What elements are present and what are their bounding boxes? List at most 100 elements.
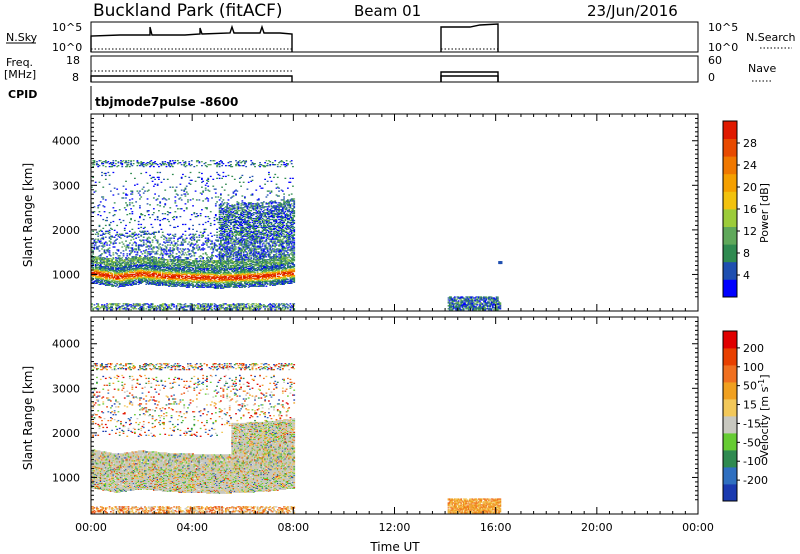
power-cell	[146, 268, 149, 271]
power-cell	[173, 218, 175, 221]
power-cell	[189, 265, 192, 267]
power-cell	[189, 272, 192, 275]
power-cell	[180, 273, 183, 276]
power-cell	[244, 285, 246, 287]
power-cell	[103, 252, 106, 254]
power-cell	[149, 263, 151, 265]
power-cell	[171, 277, 174, 280]
power-cell	[209, 261, 212, 263]
power-cell	[104, 219, 107, 222]
power-cell	[106, 265, 108, 268]
beam-title: Beam 01	[354, 2, 421, 20]
power-cell	[156, 242, 159, 244]
power-cell	[207, 264, 210, 266]
power-cell	[195, 267, 198, 270]
power-cell	[97, 278, 100, 281]
power-cell	[98, 271, 101, 274]
power-cell	[188, 280, 191, 282]
power-cell	[135, 272, 138, 275]
power-cell	[225, 217, 227, 220]
power-cell	[241, 263, 244, 265]
power-cell	[207, 274, 210, 277]
power-cell	[169, 224, 172, 227]
power-cell	[241, 230, 244, 232]
power-cell	[168, 277, 170, 280]
power-cell	[198, 285, 201, 287]
power-cell	[184, 188, 187, 190]
power-cell	[183, 260, 186, 262]
power-cell	[179, 264, 182, 266]
power-cell	[240, 305, 242, 307]
power-cell	[184, 270, 187, 273]
power-cell	[126, 214, 129, 216]
power-cell	[137, 265, 140, 268]
power-cell	[199, 276, 202, 279]
power-cell	[151, 265, 154, 268]
power-cell	[168, 198, 170, 200]
power-cell	[112, 163, 115, 165]
power-cell	[235, 237, 237, 239]
power-cell	[238, 231, 241, 233]
power-cell	[128, 250, 131, 252]
power-cell	[195, 270, 198, 273]
power-cell	[151, 180, 154, 182]
power-cell	[121, 283, 124, 285]
power-cell	[180, 236, 183, 238]
power-cell	[171, 249, 174, 251]
power-cell	[161, 218, 164, 221]
power-cell	[236, 163, 239, 165]
power-cell	[219, 274, 222, 277]
power-cell	[185, 262, 188, 264]
power-cell	[112, 242, 115, 244]
power-cell	[106, 277, 108, 280]
power-cell	[142, 305, 145, 307]
power-cell	[163, 272, 165, 275]
power-cell	[116, 267, 119, 270]
power-cell	[101, 266, 103, 269]
power-cell	[156, 250, 159, 252]
power-cell	[209, 275, 212, 278]
power-cell	[158, 244, 160, 246]
power-cell	[219, 287, 222, 289]
power-cell	[126, 274, 129, 277]
power-cell	[223, 225, 226, 228]
power-cell	[214, 239, 217, 241]
power-cell	[226, 202, 229, 204]
power-cell	[230, 267, 232, 270]
power-cell	[107, 266, 110, 269]
power-cell	[125, 202, 127, 204]
power-cell	[147, 248, 150, 250]
power-cell	[241, 209, 244, 211]
power-cell	[242, 239, 245, 241]
power-cell	[117, 275, 120, 278]
power-cell	[101, 274, 103, 277]
power-cell	[173, 258, 175, 260]
power-cell	[165, 284, 168, 286]
power-cell	[179, 236, 182, 238]
power-cell	[169, 280, 172, 282]
power-cell	[158, 261, 160, 263]
power-cell	[216, 265, 218, 268]
power-cell	[238, 270, 241, 273]
power-cell	[176, 208, 179, 210]
power-cell	[155, 268, 158, 271]
power-cell	[204, 305, 207, 307]
power-cell	[112, 258, 115, 260]
power-cell	[101, 278, 103, 281]
power-cell	[121, 197, 124, 199]
power-cell	[155, 263, 158, 265]
power-cell	[211, 283, 213, 285]
power-cell	[174, 235, 177, 237]
power-cell	[117, 258, 120, 260]
power-cell	[142, 271, 145, 274]
power-cell	[158, 306, 160, 308]
power-cell	[228, 225, 231, 228]
power-cell	[222, 305, 225, 307]
power-cell	[235, 276, 237, 279]
power-cell	[149, 264, 151, 266]
power-cell	[156, 269, 159, 272]
power-cell	[245, 268, 248, 271]
power-cell	[179, 272, 182, 275]
power-cell	[117, 193, 120, 195]
power-cell	[169, 276, 172, 279]
